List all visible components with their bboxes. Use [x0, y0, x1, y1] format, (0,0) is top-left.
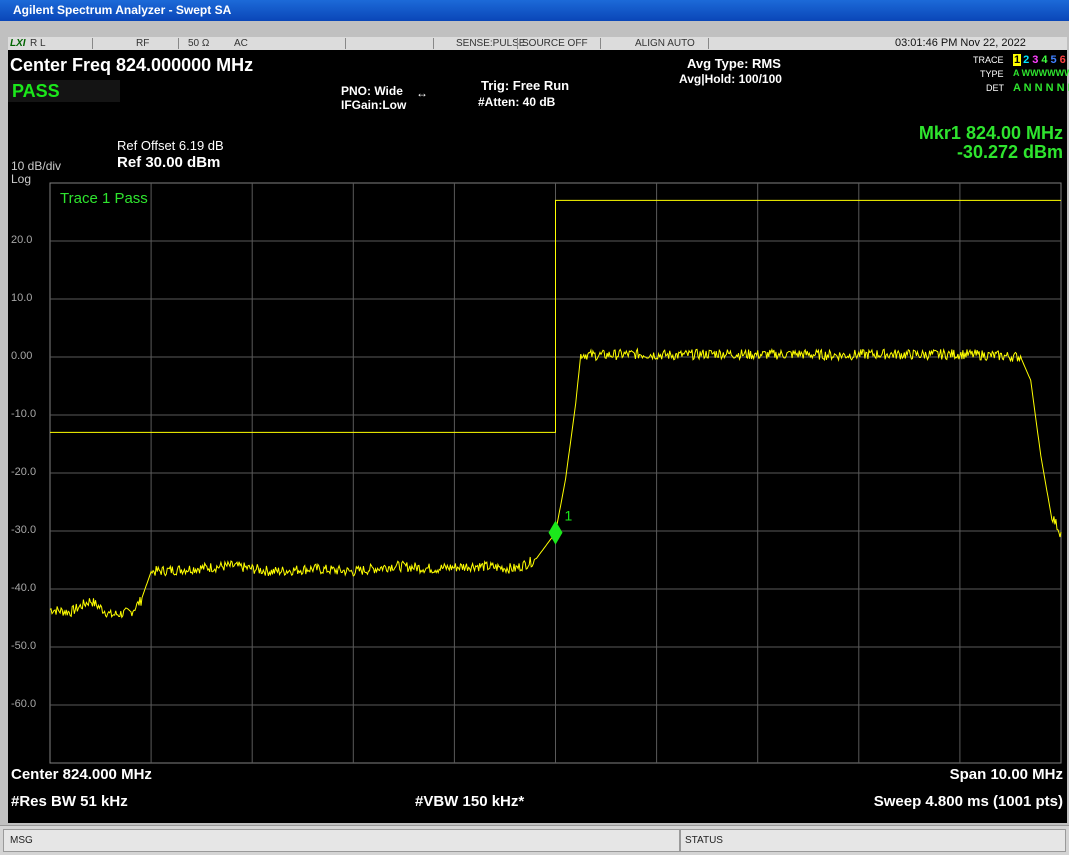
divider — [433, 38, 434, 49]
avg-hold[interactable]: Avg|Hold: 100/100 — [679, 72, 782, 86]
sweep-arrow-icon: ↔ — [416, 86, 428, 100]
res-bw-label[interactable]: #Res BW 51 kHz — [11, 793, 128, 810]
trace-number-6[interactable]: 6 — [1059, 54, 1066, 66]
y-tick-label: -10.0 — [11, 408, 37, 420]
avg-type[interactable]: Avg Type: RMS — [687, 56, 781, 71]
message-box — [3, 829, 680, 852]
marker-amplitude: -30.272 dBm — [956, 142, 1063, 162]
trace-number-5[interactable]: 5 — [1050, 54, 1057, 66]
trace-number-2[interactable]: 2 — [1023, 54, 1030, 66]
vbw-label[interactable]: #VBW 150 kHz* — [415, 793, 525, 810]
align-status: ALIGN AUTO — [635, 38, 695, 49]
y-tick-label: -40.0 — [11, 582, 37, 594]
log-scale-label: Log — [11, 172, 32, 186]
datetime: 03:01:46 PM Nov 22, 2022 — [895, 37, 1026, 49]
sense-pulse: SENSE:PULSE — [456, 38, 526, 49]
divider — [517, 38, 518, 49]
spectrum-plot[interactable]: 1 — [8, 120, 1067, 823]
marker-frequency[interactable]: Mkr1 824.00 MHz — [918, 123, 1063, 143]
source-status: SOURCE OFF — [522, 38, 588, 49]
y-tick-label: -30.0 — [11, 524, 37, 536]
divider — [708, 38, 709, 49]
rf-input: RF — [136, 38, 150, 49]
marker-group: 1 — [548, 508, 573, 545]
scale-per-div[interactable]: 10 dB/div — [11, 159, 62, 173]
divider — [178, 38, 179, 49]
detector-row: A N N N N N — [1013, 82, 1069, 94]
trace-number-3[interactable]: 3 — [1032, 54, 1039, 66]
limit-line-group — [50, 199, 1061, 433]
pass-banner: PASS — [8, 80, 120, 102]
marker-1-diamond — [548, 520, 563, 545]
pno-setting[interactable]: PNO: Wide — [341, 84, 403, 98]
y-tick-label: 0.00 — [11, 350, 33, 362]
coupling: AC — [234, 38, 248, 49]
y-tick-label: -20.0 — [11, 466, 37, 478]
y-tick-label: 20.0 — [11, 234, 33, 246]
trace-type-row: A WWWWWW — [1013, 68, 1069, 78]
divider — [92, 38, 93, 49]
det-label: DET — [986, 83, 1004, 93]
trace-number-1[interactable]: 1 — [1013, 54, 1022, 66]
lxi-logo: LXI — [10, 38, 26, 49]
center-freq-label[interactable]: Center 824.000 MHz — [11, 766, 152, 783]
marker-1-label: 1 — [565, 508, 573, 524]
trace-status: Trace 1 Pass — [60, 190, 148, 207]
trace-number-4[interactable]: 4 — [1041, 54, 1048, 66]
window-title: Agilent Spectrum Analyzer - Swept SA — [0, 0, 1069, 21]
y-tick-label: -50.0 — [11, 640, 37, 652]
rl-indicator: R L — [30, 38, 46, 49]
message-bar: MSG STATUS — [0, 825, 1069, 855]
trig-setting[interactable]: Trig: Free Run — [481, 78, 570, 93]
limit-line — [50, 199, 1061, 433]
y-tick-label: 10.0 — [11, 292, 33, 304]
divider — [345, 38, 346, 49]
atten-setting[interactable]: #Atten: 40 dB — [478, 95, 556, 109]
ref-level[interactable]: Ref 30.00 dBm — [117, 154, 221, 171]
ifgain-setting[interactable]: IFGain:Low — [341, 98, 407, 112]
divider — [600, 38, 601, 49]
info-panel: Center Freq 824.000000 MHz PASS PNO: Wid… — [8, 50, 1069, 120]
span-label[interactable]: Span 10.00 MHz — [949, 766, 1063, 783]
sweep-label[interactable]: Sweep 4.800 ms (1001 pts) — [873, 793, 1063, 810]
status-row: LXI R L RF 50 Ω AC SENSE:PULSE SOURCE OF… — [8, 37, 1067, 50]
status-box — [680, 829, 1066, 852]
trace-label: TRACE — [973, 55, 1004, 65]
status-label: STATUS — [685, 835, 723, 846]
y-tick-label: -60.0 — [11, 698, 37, 710]
center-freq-title[interactable]: Center Freq 824.000000 MHz — [10, 55, 254, 75]
ref-offset: Ref Offset 6.19 dB — [117, 138, 224, 153]
type-label: TYPE — [980, 69, 1004, 79]
display-screen: 1 Ref Offset 6.19 dB Ref 30.00 dBm 10 dB… — [8, 120, 1067, 823]
impedance: 50 Ω — [188, 38, 210, 49]
msg-label: MSG — [10, 835, 33, 846]
